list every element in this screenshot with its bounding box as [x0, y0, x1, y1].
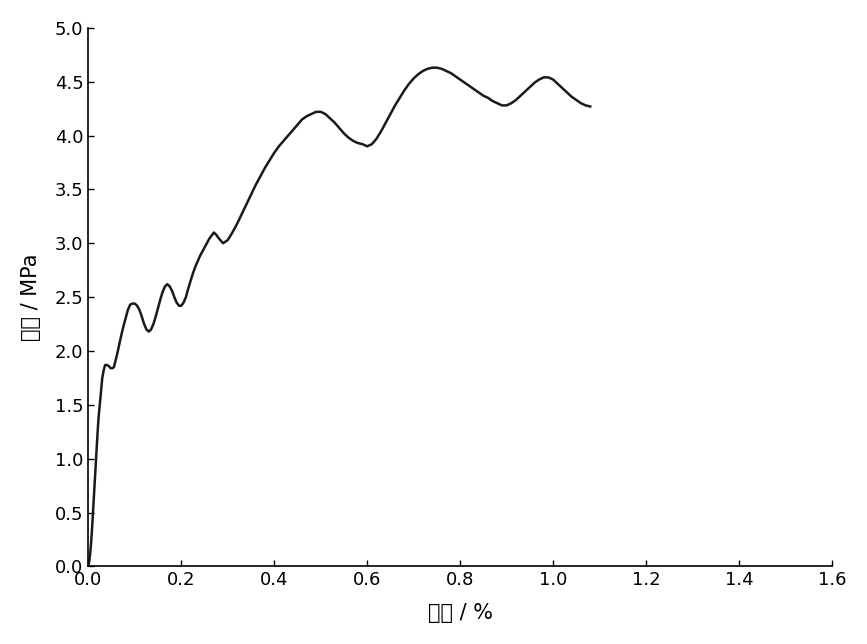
Y-axis label: 应力 / MPa: 应力 / MPa: [21, 253, 41, 341]
X-axis label: 应变 / %: 应变 / %: [427, 603, 492, 623]
